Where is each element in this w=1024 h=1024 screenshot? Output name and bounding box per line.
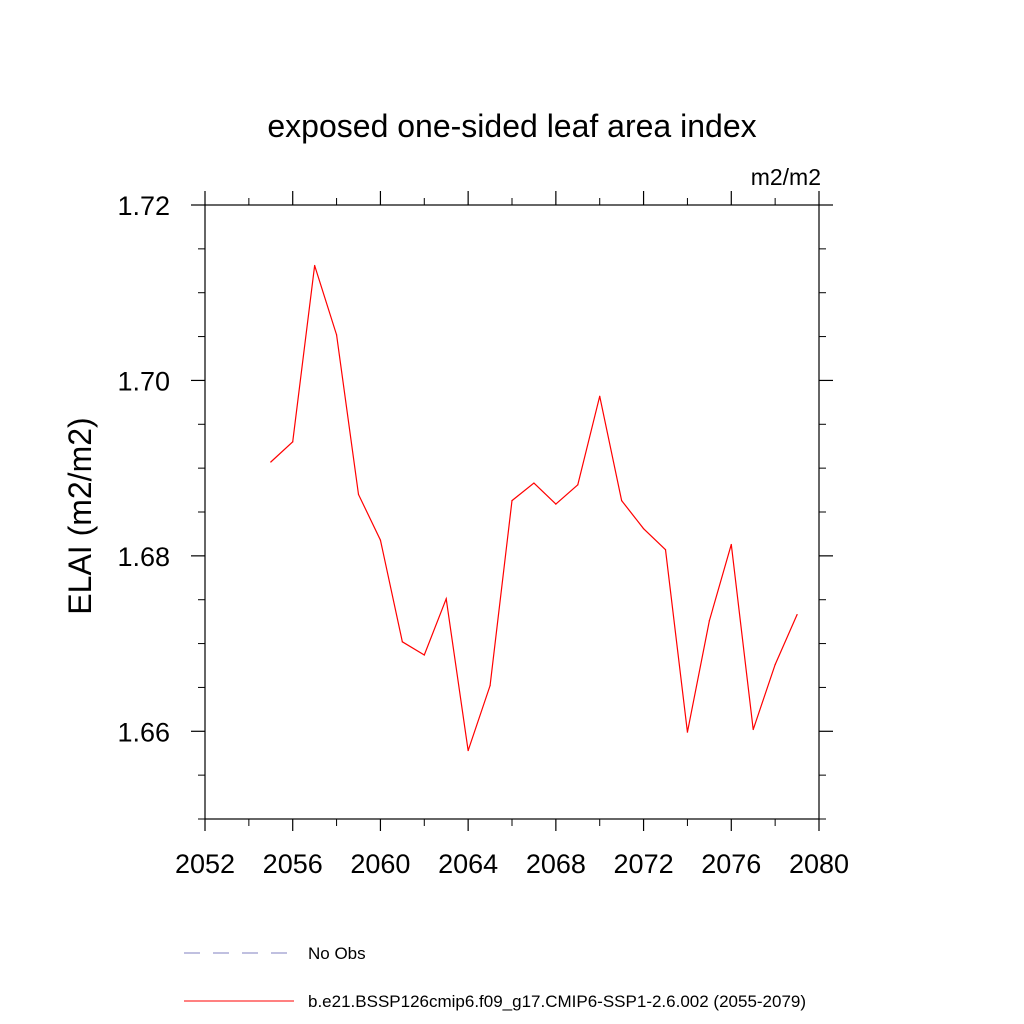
x-tick-label: 2080 [789, 849, 849, 879]
y-tick-label: 1.68 [117, 542, 170, 572]
series-point [686, 731, 689, 733]
series-point [599, 395, 601, 397]
series-point [489, 685, 491, 687]
x-tick-label: 2076 [701, 849, 761, 879]
units-label: m2/m2 [751, 164, 821, 190]
series-point [314, 264, 316, 267]
series-point [708, 620, 710, 622]
x-tick-label: 2056 [263, 849, 323, 879]
series-point [752, 728, 754, 731]
y-tick-label: 1.66 [117, 717, 170, 747]
series-point [270, 461, 272, 463]
x-tick-label: 2052 [175, 849, 235, 879]
series-point [357, 493, 360, 496]
series-point [621, 499, 623, 502]
series-point [511, 499, 513, 502]
axis-ticks [191, 191, 833, 831]
series-point [379, 539, 382, 541]
x-tick-label: 2068 [526, 849, 586, 879]
y-tick-label: 1.70 [117, 366, 170, 396]
series-point [730, 543, 732, 546]
x-tick-label: 2072 [614, 849, 674, 879]
chart-title: exposed one-sided leaf area index [267, 108, 756, 144]
series-point [467, 749, 469, 752]
series-point [577, 484, 579, 486]
y-axis-label: ELAI (m2/m2) [62, 417, 98, 614]
series-point [555, 503, 557, 505]
x-tick-label: 2060 [350, 849, 410, 879]
series-line [270, 265, 798, 751]
series-point [401, 641, 403, 643]
series-point [533, 482, 535, 484]
plot-frame [204, 204, 820, 820]
legend-label: b.e21.BSSP126cmip6.f09_g17.CMIP6-SSP1-2.… [308, 992, 806, 1011]
legend: No Obs b.e21.BSSP126cmip6.f09_g17.CMIP6-S… [184, 944, 806, 1011]
axis-tick-labels: 2052 2056 2060 2064 2068 2072 2076 2080 1.66 1.68… [117, 191, 849, 879]
x-tick-label: 2064 [438, 849, 498, 879]
series-point [445, 598, 447, 600]
series-point [796, 614, 798, 616]
y-tick-label: 1.72 [117, 191, 170, 221]
series-point [664, 549, 667, 551]
series-point [335, 334, 338, 336]
series-point [642, 528, 645, 530]
series-point [292, 441, 294, 443]
legend-label: No Obs [308, 944, 366, 963]
series-lines [270, 264, 798, 752]
series-point [423, 654, 425, 656]
series-point [774, 664, 776, 666]
